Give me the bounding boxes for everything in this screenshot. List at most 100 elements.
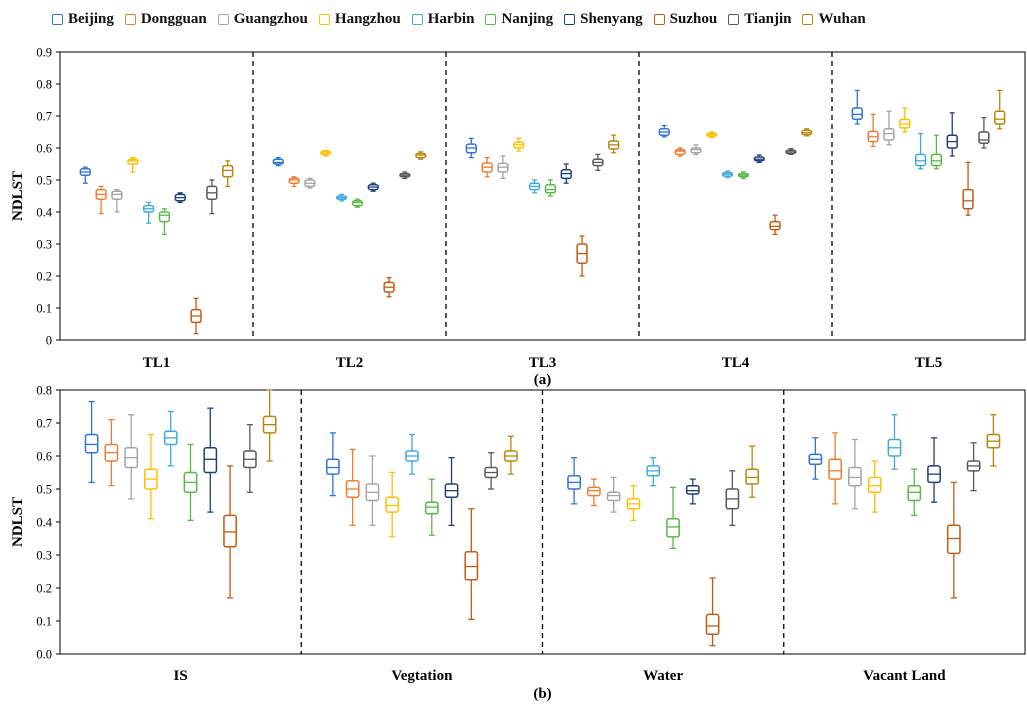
x-category-label: TL1 (143, 355, 171, 371)
x-category-label: IS (174, 668, 188, 684)
legend-swatch (52, 13, 63, 25)
x-category-label: TL5 (915, 355, 943, 371)
legend-item: Tianjin (728, 11, 791, 28)
box-iqr (158, 211, 171, 223)
box-iqr (848, 466, 862, 487)
box-iqr (111, 190, 123, 200)
y-tick-label: 0.2 (36, 582, 52, 596)
x-category-label: TL3 (529, 355, 557, 371)
legend-label: Tianjin (744, 10, 792, 27)
box-iqr (203, 447, 218, 474)
legend-item: Harbin (411, 10, 475, 28)
box-iqr (424, 501, 439, 515)
legend-label: Nanjing (501, 10, 554, 27)
y-tick-label: 0 (46, 334, 52, 348)
legend-swatch (217, 13, 229, 25)
x-category-label: TL4 (722, 355, 750, 371)
legend-label: Dongguan (140, 10, 207, 27)
y-tick-label: 0.5 (36, 483, 52, 497)
box-iqr (745, 468, 760, 485)
legend-swatch (802, 13, 814, 25)
legend-label: Suzhou (669, 10, 718, 27)
legend-swatch (728, 13, 740, 25)
legend-label: Shenyang (580, 10, 643, 27)
box-iqr (223, 514, 237, 548)
y-tick-label: 0.3 (36, 549, 52, 563)
legend-item: Nanjing (485, 11, 553, 28)
legend-label: Wuhan (818, 10, 866, 27)
y-axis-label: NDLST (10, 497, 26, 547)
x-category-label: Water (643, 668, 683, 684)
box-iqr (994, 110, 1006, 125)
legend-item: Shenyang (564, 11, 643, 28)
legend-item: Suzhou (653, 10, 718, 28)
y-tick-label: 0.8 (36, 78, 52, 92)
y-tick-label: 0.0 (36, 648, 52, 662)
box-iqr (914, 153, 927, 167)
y-tick-label: 0.3 (36, 238, 52, 252)
box-iqr (606, 491, 621, 502)
y-tick-label: 0.6 (36, 142, 52, 156)
x-category-label: Vacant Land (863, 668, 946, 684)
box-iqr (222, 164, 234, 178)
box-iqr (690, 147, 702, 154)
box-iqr (769, 220, 781, 231)
legend-item: Dongguan (124, 10, 207, 28)
box-iqr (907, 484, 922, 502)
y-tick-label: 0.1 (36, 302, 52, 316)
box-iqr (385, 496, 400, 513)
box-iqr (851, 107, 863, 120)
box-iqr (666, 517, 680, 538)
box-iqr (351, 200, 364, 207)
box-iqr (325, 458, 340, 475)
legend-swatch (564, 13, 576, 25)
legend-swatch (411, 13, 423, 25)
box-iqr (288, 177, 300, 184)
y-tick-label: 0.5 (36, 174, 52, 188)
legend-item: Beijing (52, 11, 114, 28)
box-iqr (464, 550, 479, 581)
panel-label: (b) (533, 686, 551, 702)
legend-item: Hangzhou (318, 10, 401, 28)
y-tick-label: 0.9 (36, 46, 52, 60)
y-tick-label: 0.6 (36, 450, 52, 464)
box-iqr (705, 613, 720, 635)
box-iqr (685, 484, 700, 495)
box-iqr (587, 486, 601, 497)
y-tick-label: 0.2 (36, 270, 52, 284)
box-iqr (962, 188, 974, 210)
x-category-label: TL2 (336, 355, 364, 371)
y-axis-label: NDLST (10, 171, 26, 221)
box-iqr (828, 458, 843, 480)
box-iqr (978, 131, 990, 144)
box-iqr (674, 148, 686, 156)
plot-frame (59, 51, 1026, 341)
box-iqr (867, 476, 882, 494)
legend-label: Beijing (68, 10, 114, 27)
y-tick-label: 0.8 (36, 384, 52, 398)
y-tick-label: 0.1 (36, 615, 52, 629)
legend-item: Wuhan (802, 10, 866, 28)
box-iqr (127, 158, 139, 165)
y-tick-label: 0.4 (36, 206, 52, 220)
chart-legend: Beijing Dongguan Guangzhou Hangzhou Harbin Na… (52, 8, 877, 30)
panel-label: (a) (534, 372, 552, 388)
y-tick-label: 0.7 (36, 417, 52, 431)
box-iqr (946, 524, 961, 555)
legend-swatch (653, 13, 665, 25)
y-tick-label: 0.4 (36, 516, 52, 530)
legend-swatch (318, 13, 330, 25)
legend-label: Harbin (427, 10, 475, 27)
box-iqr (930, 153, 943, 167)
y-tick-label: 0.7 (36, 110, 52, 124)
legend-label: Guangzhou (233, 10, 308, 27)
box-iqr (272, 158, 284, 165)
x-category-label: Vegtation (391, 668, 453, 684)
legend-label: Hangzhou (334, 10, 401, 27)
box-iqr (883, 128, 895, 141)
legend-item: Guangzhou (217, 10, 308, 28)
legend-swatch (124, 13, 136, 25)
box-iqr (544, 184, 557, 194)
box-iqr (84, 433, 99, 454)
